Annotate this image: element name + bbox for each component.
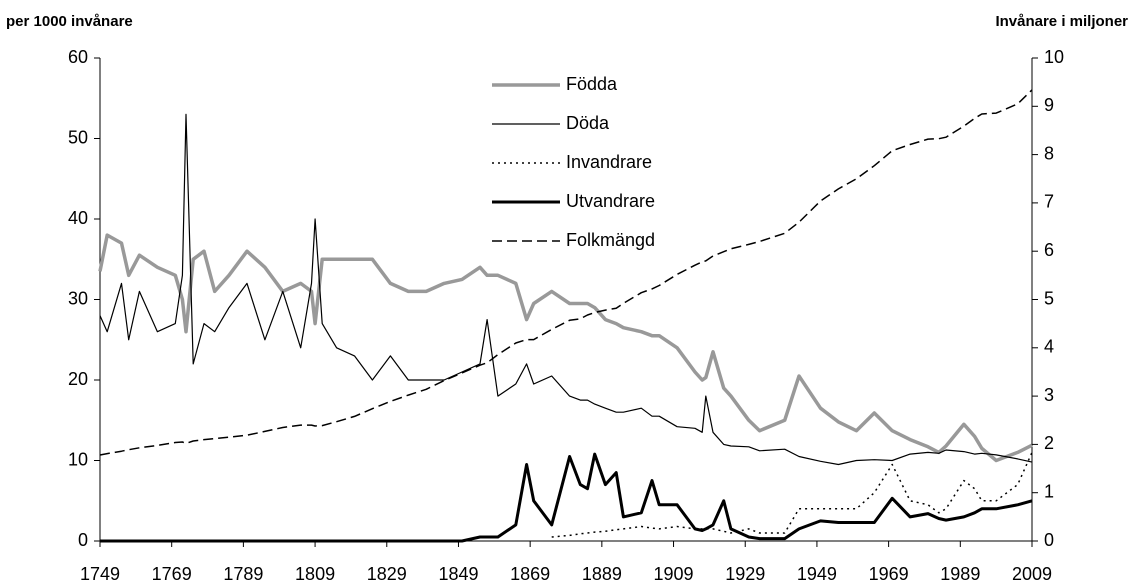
y2-tick-label: 8	[1044, 143, 1054, 163]
x-tick-label: 1949	[797, 564, 837, 584]
legend-text: Födda	[566, 74, 618, 94]
x-tick-label: 1749	[80, 564, 120, 584]
y-tick-label: 40	[68, 208, 88, 228]
x-tick-label: 1769	[152, 564, 192, 584]
series-line	[99, 113, 1033, 466]
y2-tick-label: 9	[1044, 95, 1054, 115]
y2-tick-label: 3	[1044, 385, 1054, 405]
y-axis-title: per 1000 invånare	[6, 13, 133, 30]
y-tick-label: 10	[68, 449, 88, 469]
y2-tick-label: 1	[1044, 481, 1054, 501]
x-tick-label: 2009	[1012, 564, 1052, 584]
y-tick-label: 50	[68, 127, 88, 147]
x-tick-label: 1849	[438, 564, 478, 584]
y2-tick-label: 7	[1044, 192, 1054, 212]
series-line	[99, 89, 1033, 456]
x-tick-label: 1869	[510, 564, 550, 584]
y2-tick-label: 4	[1044, 337, 1054, 357]
y2-tick-label: 2	[1044, 433, 1054, 453]
series-line	[551, 452, 1033, 538]
series-line	[98, 233, 1033, 463]
y-tick-label: 20	[68, 369, 88, 389]
x-tick-label: 1909	[654, 564, 694, 584]
x-tick-label: 1789	[223, 564, 263, 584]
y2-tick-label: 10	[1044, 47, 1064, 67]
x-tick-label: 1809	[295, 564, 335, 584]
y2-tick-label: 5	[1044, 288, 1054, 308]
x-tick-label: 1989	[940, 564, 980, 584]
x-tick-label: 1969	[869, 564, 909, 584]
series-line	[100, 452, 1033, 543]
y2-tick-label: 0	[1044, 530, 1054, 550]
x-tick-label: 1829	[367, 564, 407, 584]
legend-text: Folkmängd	[566, 230, 655, 250]
legend-text: Döda	[566, 113, 610, 133]
x-tick-label: 1929	[725, 564, 765, 584]
y2-tick-label: 6	[1044, 240, 1054, 260]
y-tick-label: 0	[78, 530, 88, 550]
y-tick-label: 60	[68, 47, 88, 67]
y2-axis-title: Invånare i miljoner	[995, 13, 1128, 30]
x-tick-label: 1889	[582, 564, 622, 584]
y-tick-label: 30	[68, 288, 88, 308]
legend-text: Invandrare	[566, 152, 652, 172]
legend-text: Utvandrare	[566, 191, 655, 211]
